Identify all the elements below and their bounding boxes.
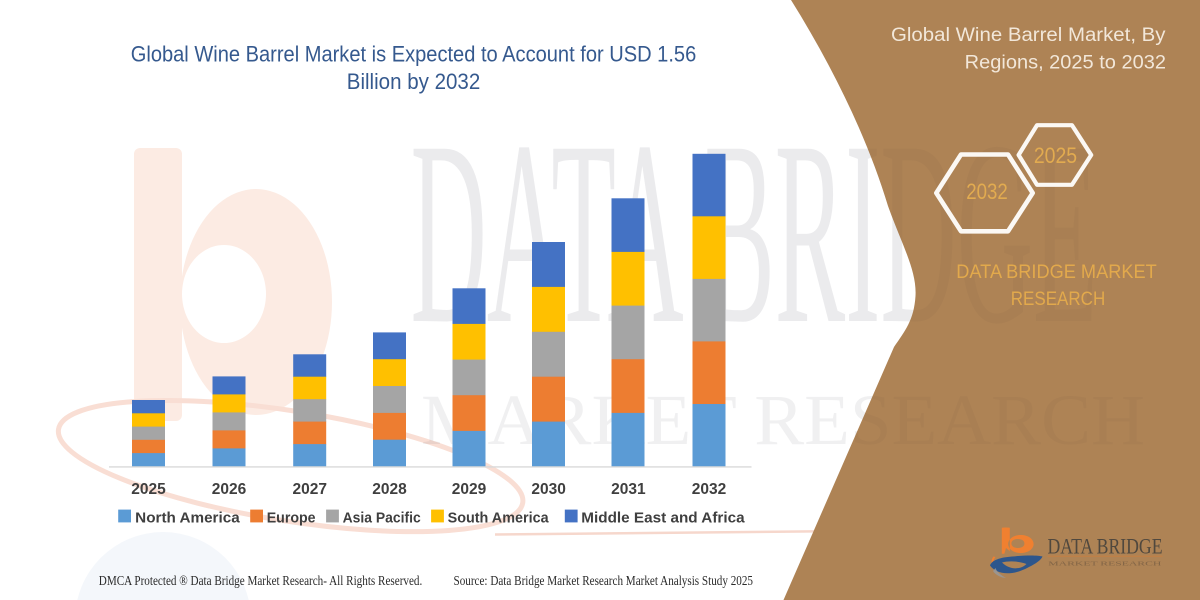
svg-text:DATA BRIDGE: DATA BRIDGE [1048,533,1163,558]
svg-text:Europe: Europe [267,509,316,526]
svg-text:Middle East and Africa: Middle East and Africa [581,509,745,526]
svg-text:North America: North America [135,509,240,526]
svg-text:2026: 2026 [212,481,247,498]
svg-text:DMCA Protected ® Data Bridge M: DMCA Protected ® Data Bridge Market Rese… [99,573,423,588]
svg-text:DATA BRIDGE MARKET: DATA BRIDGE MARKET [956,261,1157,283]
svg-text:2032: 2032 [966,179,1008,204]
svg-text:Asia Pacific: Asia Pacific [343,509,421,526]
svg-text:Global Wine Barrel Market is E: Global Wine Barrel Market is Expected to… [131,42,697,67]
svg-text:2030: 2030 [531,481,565,498]
svg-text:2027: 2027 [292,481,326,498]
svg-text:Global Wine Barrel Market, By: Global Wine Barrel Market, By [891,25,1166,46]
svg-text:MARKET RESEARCH: MARKET RESEARCH [1048,561,1161,568]
svg-text:2029: 2029 [452,481,487,498]
svg-text:South America: South America [448,509,550,526]
svg-text:Source: Data Bridge Market Res: Source: Data Bridge Market Research Mark… [454,573,754,588]
svg-text:Regions, 2025 to 2032: Regions, 2025 to 2032 [965,52,1166,73]
svg-text:2032: 2032 [692,481,726,498]
svg-text:2025: 2025 [131,481,166,498]
svg-text:2031: 2031 [611,481,646,498]
svg-text:2028: 2028 [372,481,407,498]
svg-text:Billion by 2032: Billion by 2032 [347,69,481,94]
svg-text:2025: 2025 [1034,143,1077,168]
svg-text:RESEARCH: RESEARCH [1011,288,1106,310]
